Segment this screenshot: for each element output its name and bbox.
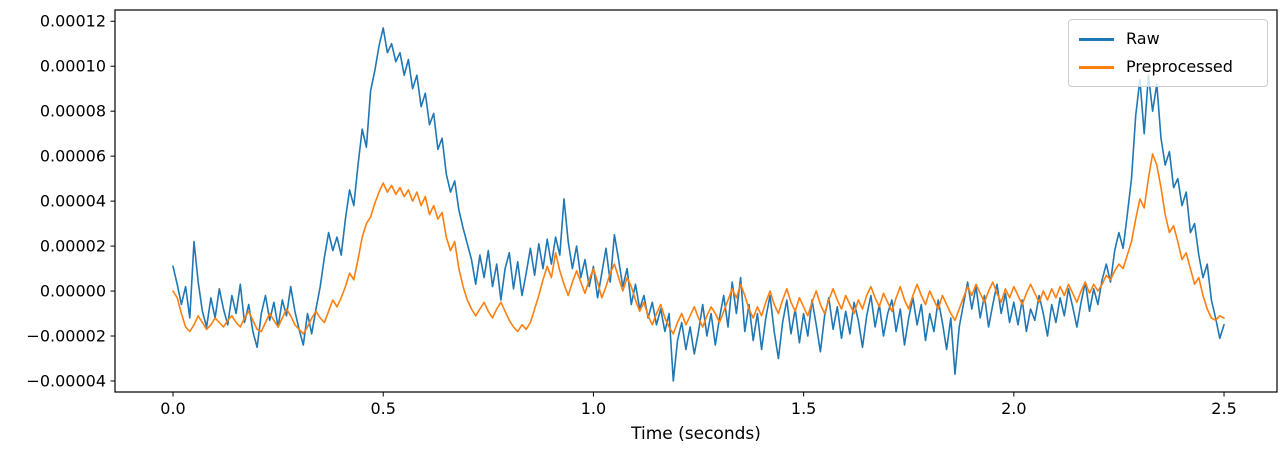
legend-label-preprocessed: Preprocessed (1126, 57, 1233, 76)
y-tick-label: 0.00006 (40, 147, 106, 166)
y-tick-label: 0.00012 (40, 12, 106, 31)
plot-border (114, 9, 1278, 393)
legend-label-raw: Raw (1126, 29, 1160, 48)
y-tick-label: 0.00008 (40, 102, 106, 121)
x-axis-title: Time (seconds) (631, 424, 761, 444)
legend-item-raw: Raw (1079, 28, 1257, 50)
x-tick-label: 1.0 (581, 399, 606, 418)
y-tick-label: 0.00010 (40, 57, 106, 76)
legend: Raw Preprocessed (1068, 19, 1268, 87)
legend-item-preprocessed: Preprocessed (1079, 56, 1257, 78)
y-tick-label: −0.00002 (26, 327, 106, 346)
legend-line-raw-swatch (1079, 37, 1114, 41)
y-tick-label: 0.00002 (40, 237, 106, 256)
x-tick-label: 1.5 (791, 399, 816, 418)
y-tick-label: −0.00004 (26, 371, 106, 390)
x-tick-label: 2.0 (1001, 399, 1026, 418)
legend-line-preprocessed-swatch (1079, 65, 1114, 69)
y-tick-label: 0.00000 (40, 282, 106, 301)
x-tick-label: 0.5 (370, 399, 395, 418)
y-tick-label: 0.00004 (40, 192, 106, 211)
series-line-preprocessed (172, 153, 1225, 335)
series-line-raw (172, 27, 1225, 382)
x-tick-label: 2.5 (1211, 399, 1236, 418)
x-tick-label: 0.0 (160, 399, 185, 418)
